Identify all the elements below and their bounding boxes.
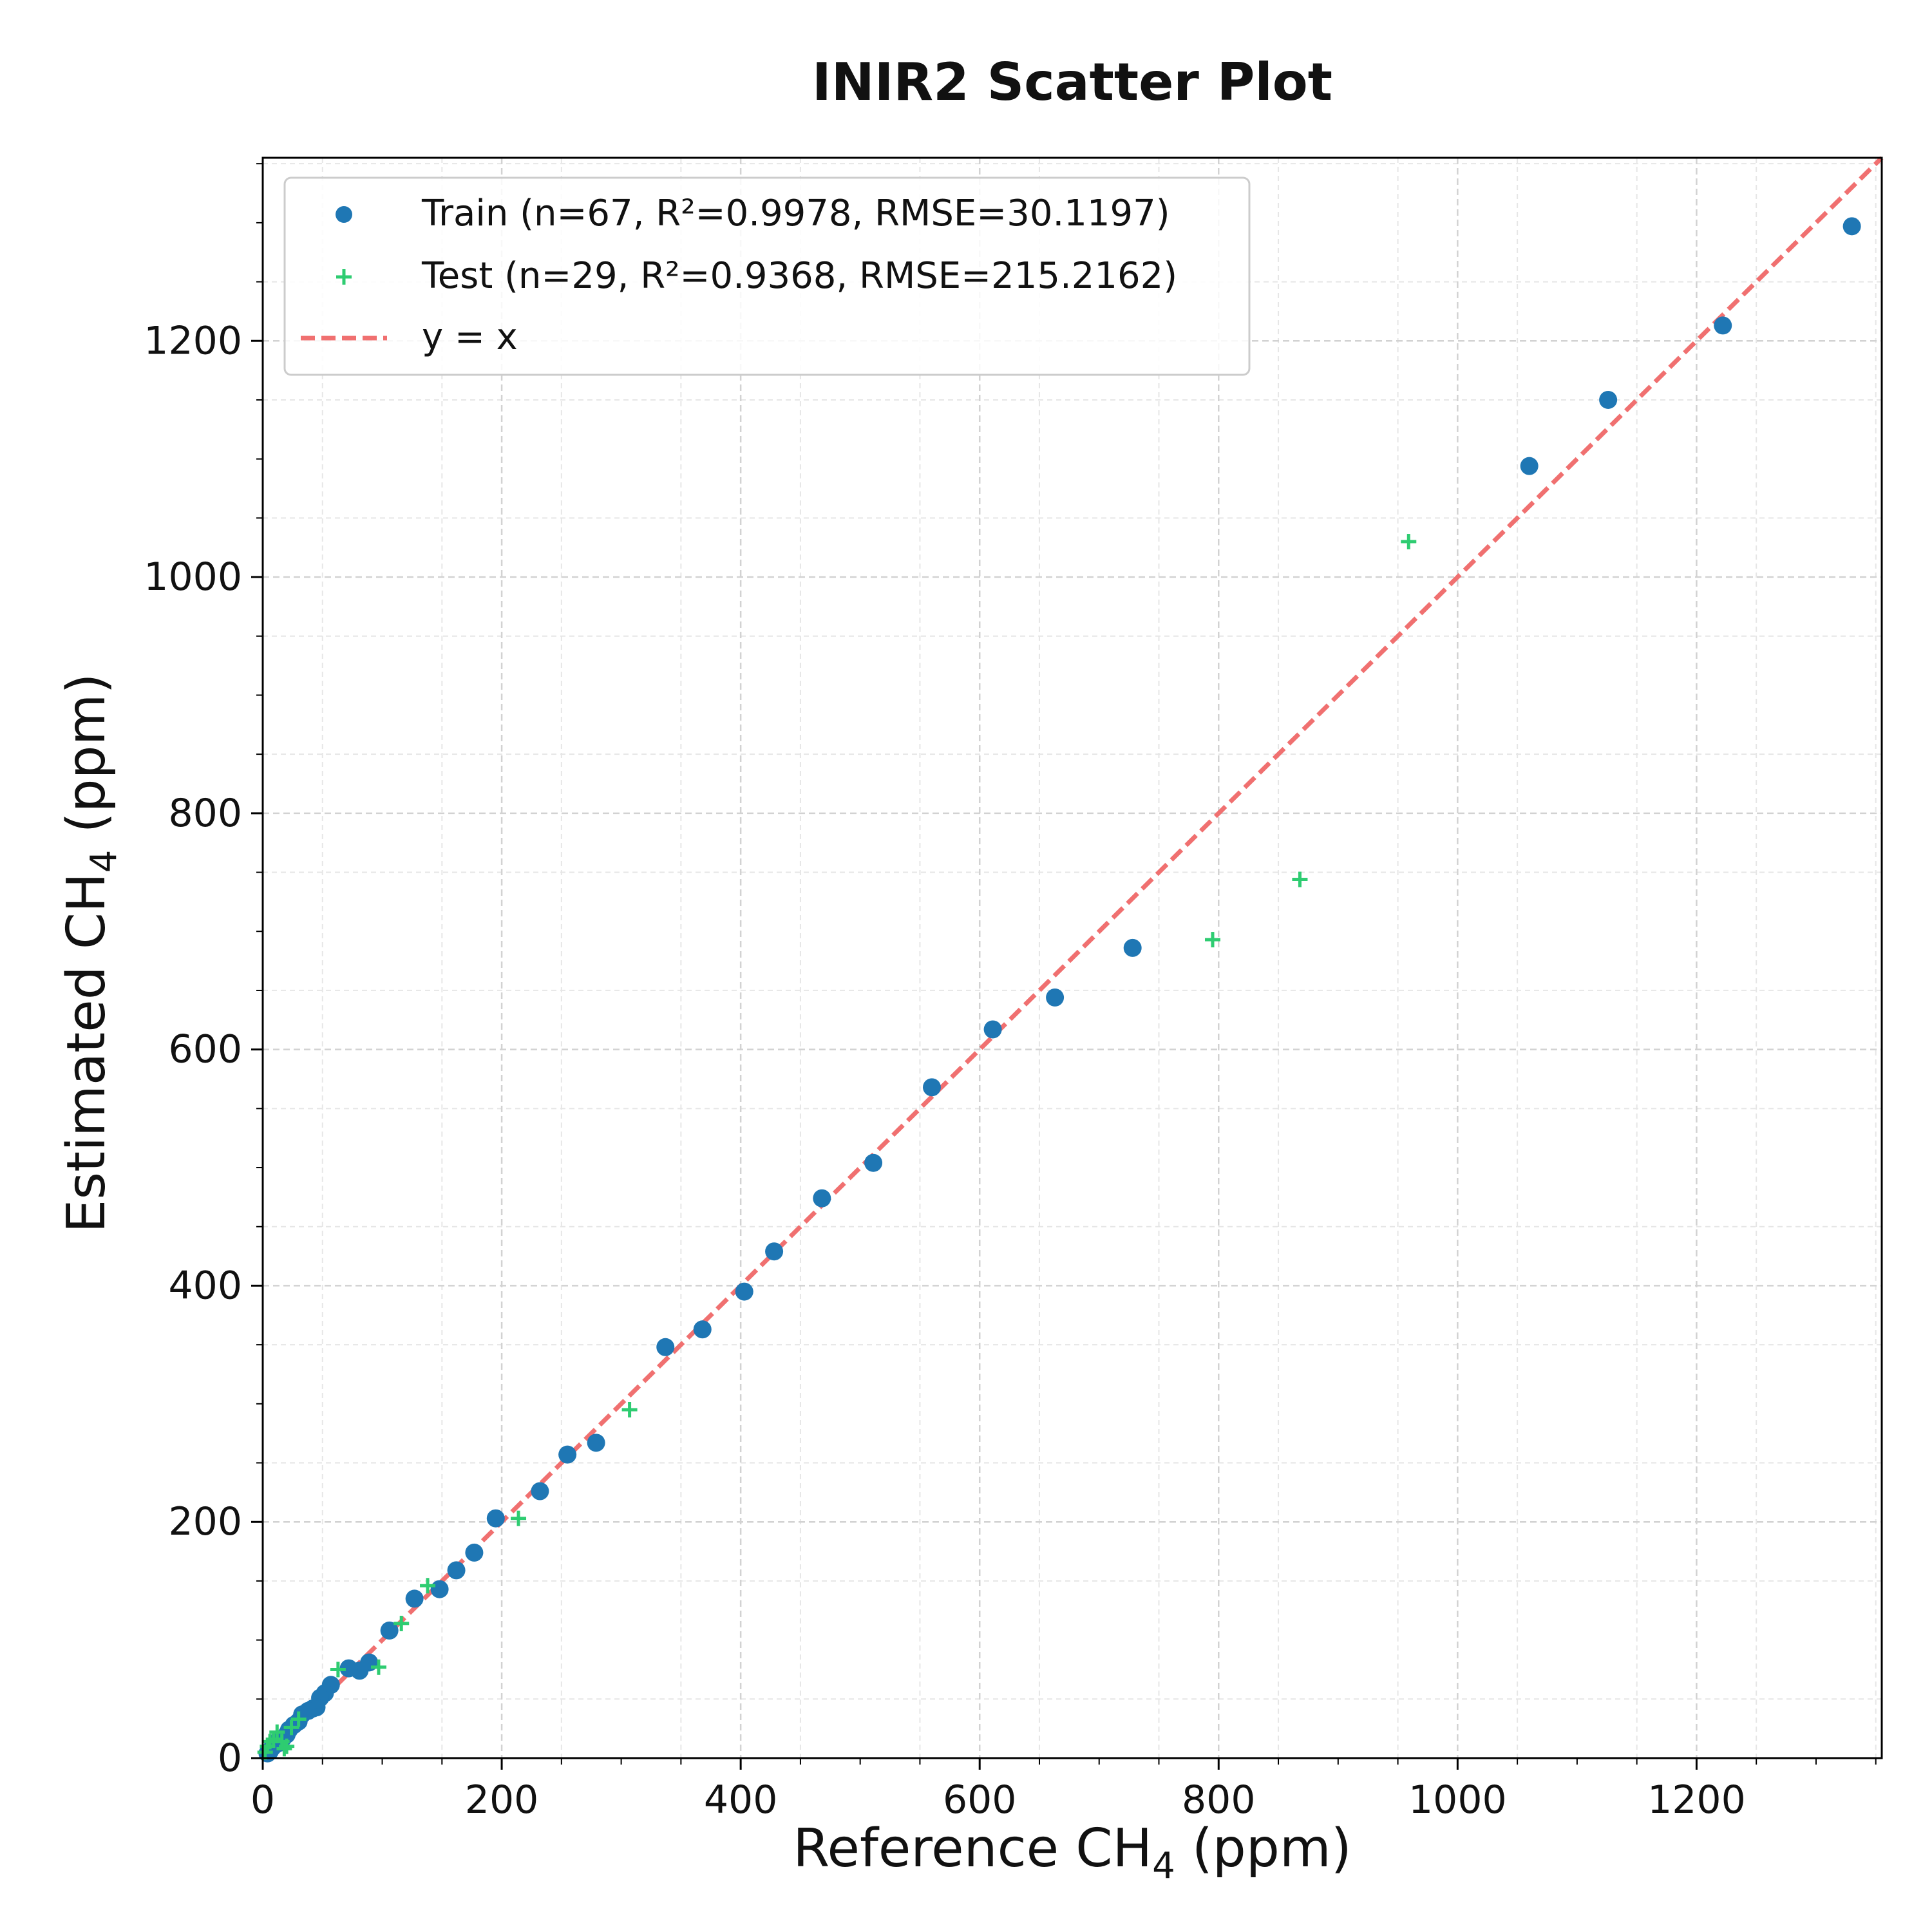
legend-reference-label: y = x [422, 316, 518, 358]
test-point [420, 1578, 436, 1594]
legend-test-marker [336, 269, 352, 285]
train-point [813, 1189, 831, 1208]
test-point [621, 1401, 638, 1417]
x-tick-label: 1200 [1647, 1777, 1746, 1823]
train-point [587, 1434, 605, 1452]
train-point [339, 1659, 358, 1678]
train-point [1714, 316, 1732, 335]
y-tick-label: 1200 [144, 318, 242, 363]
test-point [370, 1659, 386, 1675]
y-tick-label: 1000 [144, 554, 242, 600]
x-axis-label-text: Reference CH [793, 1818, 1152, 1879]
plot-frame [261, 156, 1883, 1759]
y-axis-label: Estimated CH4 (ppm) [56, 674, 125, 1233]
y-axis-label-unit: (ppm) [56, 674, 117, 850]
test-point [1401, 534, 1417, 550]
y-tick-label: 0 [218, 1736, 242, 1781]
train-point [1520, 457, 1539, 475]
train-point [1842, 217, 1861, 236]
reference-line-y-equals-x [261, 156, 1884, 1760]
train-point [693, 1320, 712, 1339]
train-point [1123, 938, 1142, 957]
train-point [656, 1338, 675, 1356]
legend-train-marker [336, 206, 352, 223]
train-point [1599, 390, 1618, 409]
x-tick-label: 200 [465, 1777, 539, 1823]
legend: Train (n=67, R²=0.9978, RMSE=30.1197) Te… [283, 176, 1251, 376]
x-tick-label: 600 [943, 1777, 1017, 1823]
y-axis-label-subscript: 4 [83, 850, 125, 873]
x-tick-label: 400 [704, 1777, 778, 1823]
x-tick-label: 1000 [1408, 1777, 1507, 1823]
points-layer [257, 217, 1861, 1763]
y-tick-label: 800 [168, 791, 242, 836]
legend-box [283, 176, 1251, 376]
train-point [558, 1445, 577, 1464]
test-point [1205, 932, 1221, 948]
legend-train-label: Train (n=67, R²=0.9978, RMSE=30.1197) [421, 193, 1170, 234]
chart-title: INIR2 Scatter Plot [812, 52, 1332, 112]
test-point [511, 1510, 527, 1526]
x-tick-label: 800 [1182, 1777, 1256, 1823]
train-point [430, 1580, 449, 1598]
x-axis-label: Reference CH4 (ppm) [793, 1818, 1352, 1887]
train-point [1046, 988, 1065, 1007]
ticks-layer: 0 200 400 600 800 1000 1200 0 200 400 600 800 1000 12… [144, 163, 1877, 1823]
x-axis-label-unit: (ppm) [1175, 1818, 1352, 1879]
train-point [486, 1509, 505, 1528]
x-tick-label: 0 [251, 1777, 275, 1823]
y-axis-label-text: Estimated CH [56, 873, 117, 1233]
train-point [735, 1282, 753, 1301]
train-point [765, 1242, 784, 1261]
y-tick-label: 200 [168, 1499, 242, 1544]
legend-test-label: Test (n=29, R²=0.9368, RMSE=215.2162) [421, 255, 1177, 297]
test-point [283, 1719, 299, 1736]
y-tick-label: 600 [168, 1027, 242, 1072]
train-point [983, 1020, 1002, 1039]
test-point [393, 1615, 410, 1631]
x-axis-label-subscript: 4 [1152, 1845, 1175, 1887]
train-point [922, 1078, 941, 1097]
train-point [864, 1153, 883, 1172]
train-point [380, 1621, 399, 1640]
train-point [447, 1561, 466, 1580]
train-point [465, 1543, 484, 1562]
train-point [405, 1589, 424, 1608]
test-point [290, 1711, 307, 1727]
test-point [1292, 871, 1308, 887]
test-point [330, 1662, 346, 1678]
train-point [531, 1482, 549, 1501]
y-tick-label: 400 [168, 1263, 242, 1308]
test-point [276, 1741, 292, 1757]
